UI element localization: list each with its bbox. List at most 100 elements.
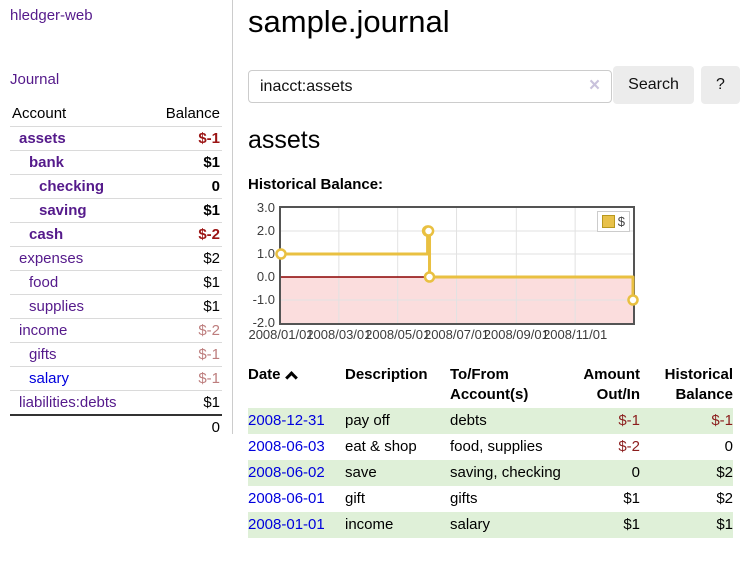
- register-header-amount: Amount Out/In: [583, 366, 640, 403]
- register-header-row: Date Description To/From Account(s) Amou…: [248, 362, 733, 408]
- transaction-amount: 0: [631, 464, 640, 481]
- y-axis-tick-label: 3.0: [256, 200, 275, 215]
- account-link-checking[interactable]: checking: [39, 177, 105, 195]
- accounts-total-row: 0: [10, 413, 222, 439]
- sidebar-item-journal[interactable]: Journal: [10, 71, 60, 88]
- transaction-description: save: [345, 464, 377, 481]
- account-row: assets $-1: [10, 125, 222, 150]
- page-title: sample.journal: [248, 4, 450, 39]
- sort-ascending-icon: [284, 371, 298, 384]
- transaction-description: income: [345, 516, 394, 533]
- help-button[interactable]: ?: [701, 66, 740, 104]
- account-row: bank $1: [10, 149, 222, 174]
- transaction-date-link[interactable]: 2008-06-03: [248, 438, 325, 455]
- legend-label: $: [617, 214, 625, 229]
- chart-title: Historical Balance:: [248, 176, 384, 193]
- sidebar-divider: [232, 0, 233, 434]
- transaction-description: pay off: [345, 412, 390, 429]
- y-axis-tick-label: 2.0: [256, 223, 275, 238]
- accounts-total-balance: 0: [147, 413, 222, 439]
- search-button[interactable]: Search: [613, 66, 694, 104]
- chart-y-axis: 3.0 2.0 1.0 0.0 -1.0 -2.0: [234, 200, 275, 330]
- accounts-header-account: Account: [12, 105, 67, 123]
- account-row: expenses $2: [10, 245, 222, 270]
- x-axis-tick-label: 2008/07/01: [423, 327, 490, 342]
- register-header-tofrom: To/From Account(s): [450, 366, 529, 403]
- account-link-expenses[interactable]: expenses: [19, 249, 84, 267]
- account-row: gifts $-1: [10, 341, 222, 366]
- transaction-accounts: saving, checking: [450, 464, 561, 481]
- y-axis-tick-label: 0.0: [256, 269, 275, 284]
- account-balance: $1: [147, 293, 222, 318]
- account-link-food[interactable]: food: [29, 273, 59, 291]
- accounts-table-header: Account Balance: [10, 102, 222, 126]
- account-link-bank[interactable]: bank: [29, 153, 65, 171]
- historical-balance-chart: $: [275, 206, 639, 325]
- account-row: checking 0: [10, 173, 222, 198]
- account-row: saving $1: [10, 197, 222, 222]
- account-link-income[interactable]: income: [19, 321, 68, 339]
- transaction-date-link[interactable]: 2008-06-02: [248, 464, 325, 481]
- account-balance: $1: [147, 389, 222, 415]
- account-link-assets[interactable]: assets: [19, 129, 66, 147]
- register-header-date[interactable]: Date: [248, 362, 345, 408]
- account-balance: $-1: [147, 341, 222, 366]
- transaction-balance: $1: [716, 516, 733, 533]
- account-link-salary[interactable]: salary: [29, 369, 70, 387]
- transaction-balance: $2: [716, 490, 733, 507]
- account-balance: $-2: [147, 221, 222, 246]
- account-link-cash[interactable]: cash: [29, 225, 64, 243]
- account-balance: $2: [147, 245, 222, 270]
- transaction-balance: $2: [716, 464, 733, 481]
- x-axis-tick-label: 2008/11/01: [543, 327, 608, 342]
- x-axis-tick-label: 2008/05/01: [365, 327, 431, 342]
- transaction-amount: $1: [623, 516, 640, 533]
- x-axis-tick-label: 2008/03/01: [306, 327, 372, 342]
- register-header-historical: Historical Balance: [664, 366, 733, 403]
- transaction-amount: $-1: [618, 412, 640, 429]
- x-axis-tick-label: 2008/09/01: [483, 327, 549, 342]
- account-row: cash $-2: [10, 221, 222, 246]
- account-balance: $1: [147, 269, 222, 294]
- account-row: food $1: [10, 269, 222, 294]
- account-row: liabilities:debts $1: [10, 389, 222, 415]
- account-balance: $-2: [147, 317, 222, 342]
- chart-plot-area: [275, 208, 639, 323]
- account-balance: $-1: [147, 365, 222, 390]
- search-input[interactable]: [248, 70, 612, 103]
- app-title-link[interactable]: hledger-web: [10, 7, 93, 24]
- register-header-description: Description: [345, 366, 428, 383]
- account-row: supplies $1: [10, 293, 222, 318]
- clear-search-icon[interactable]: ×: [589, 75, 601, 96]
- account-row: income $-2: [10, 317, 222, 342]
- account-link-gifts[interactable]: gifts: [29, 345, 57, 363]
- account-balance: 0: [147, 173, 222, 198]
- account-link-liabilities-debts[interactable]: liabilities:debts: [19, 393, 117, 411]
- y-axis-tick-label: 1.0: [256, 246, 275, 261]
- transaction-accounts: food, supplies: [450, 438, 543, 455]
- transaction-description: gift: [345, 490, 366, 507]
- register-table: Date Description To/From Account(s) Amou…: [248, 362, 733, 538]
- x-axis-tick-label: 2008/01/01: [248, 327, 314, 342]
- y-axis-tick-label: -1.0: [252, 292, 275, 307]
- transaction-accounts: debts: [450, 412, 487, 429]
- transaction-date-link[interactable]: 2008-01-01: [248, 516, 325, 533]
- transaction-description: eat & shop: [345, 438, 417, 455]
- account-balance: $1: [147, 197, 222, 222]
- account-balance: $-1: [147, 125, 222, 150]
- transaction-balance: $-1: [711, 412, 733, 429]
- account-link-saving[interactable]: saving: [39, 201, 87, 219]
- transaction-date-link[interactable]: 2008-12-31: [248, 412, 325, 429]
- transaction-date-link[interactable]: 2008-06-01: [248, 490, 325, 507]
- transaction-accounts: gifts: [450, 490, 478, 507]
- register-row: 2008-06-02 save saving, checking 0 $2: [248, 460, 733, 486]
- transaction-amount: $-2: [618, 438, 640, 455]
- accounts-header-balance: Balance: [165, 105, 220, 123]
- transaction-accounts: salary: [450, 516, 491, 533]
- register-row: 2008-01-01 income salary $1 $1: [248, 512, 733, 538]
- account-link-supplies[interactable]: supplies: [29, 297, 85, 315]
- register-row: 2008-06-01 gift gifts $1 $2: [248, 486, 733, 512]
- legend-swatch-icon: [601, 215, 615, 228]
- account-balance: $1: [147, 149, 222, 174]
